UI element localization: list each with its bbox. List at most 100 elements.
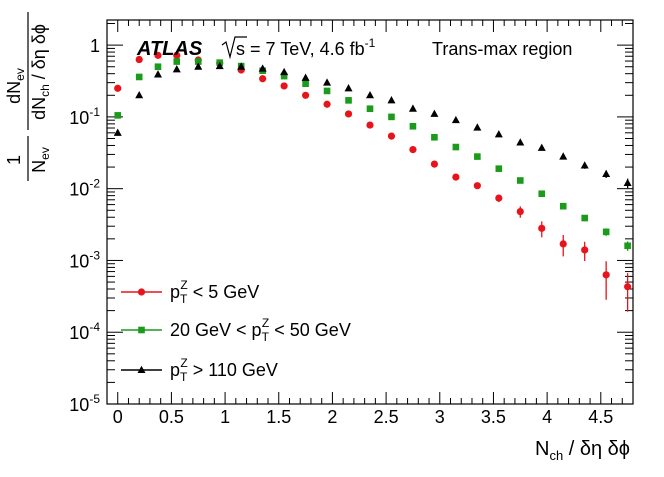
data-point [516,138,525,146]
x-axis-tick-labels: 0 0.5 1 1.5 2 2.5 3 3.5 4 4.5 [113,407,614,427]
data-point [135,73,143,81]
y-tick-label: 10-5 [69,392,100,415]
data-point [302,80,309,88]
data-point [451,115,460,124]
data-point [452,173,460,181]
data-point [280,82,288,90]
data-point [114,112,122,119]
data-point [344,84,353,92]
y-tick-label: 1 [90,36,100,56]
data-point [113,128,122,136]
data-point [474,153,481,160]
x-tick-label: 1.5 [266,407,291,427]
data-point [135,90,144,99]
data-point [194,62,203,70]
x-tick-label: 2 [327,407,337,427]
data-point [408,104,417,112]
data-point [172,65,181,73]
data-point [344,110,353,118]
y-tick-label: 10-3 [69,248,100,271]
data-point [215,61,224,70]
data-point [366,105,374,113]
region-label: Trans-max region [432,39,572,59]
series-triangle [113,61,632,189]
data-point [154,63,162,71]
data-point [366,90,374,99]
data-point [495,165,503,172]
data-point [194,58,202,65]
data-point [366,121,374,129]
data-point [409,122,417,130]
data-point [624,242,631,250]
y-axis-tick-labels: 1 10-1 10-2 10-3 10-4 10-5 [69,36,100,415]
y-title-one: 1 [4,155,24,165]
y-tick-label: 10-1 [69,105,100,128]
data-point [114,84,122,92]
data-point [473,123,482,131]
data-point [559,240,567,248]
data-point [409,146,417,154]
x-tick-label: 3.5 [481,407,506,427]
plot-frame [106,19,634,405]
x-tick-label: 3 [435,407,445,427]
legend-marker [137,288,146,296]
data-point [280,67,289,76]
data-point [173,58,181,65]
data-points [113,51,632,312]
legend-label: 20 GeV < pTZ < 50 GeV [170,316,351,344]
energy-text: s = 7 TeV, 4.6 fb-1 [236,36,376,59]
data-point [323,100,331,108]
data-point [559,202,567,210]
x-tick-label: 0.5 [159,407,184,427]
data-point [323,87,331,95]
data-point [388,113,395,121]
data-point [602,228,610,236]
x-tick-label: 0 [113,407,123,427]
data-point [135,55,143,64]
y-title-nev: Nev [29,147,52,173]
x-axis-ticks [117,20,623,404]
data-point [258,64,267,72]
data-point [623,178,632,186]
legend-marker [138,326,145,334]
data-point [624,283,632,291]
data-point [301,91,310,99]
series-circle [114,51,632,312]
data-point [494,130,503,138]
y-axis-ticks [107,23,633,405]
data-point [538,224,546,232]
data-point [516,177,524,184]
data-point [280,72,288,80]
data-point [495,194,503,202]
data-point [452,143,460,151]
data-point [259,75,267,83]
data-point [387,132,396,140]
x-axis-title: Nch / δη δϕ [535,438,630,463]
series-square [114,58,631,251]
data-point [431,133,438,141]
y-title-dnev: dNev [4,68,27,104]
legend: pTZ < 5 GeV 20 GeV < pTZ < 50 GeV pTZ > 11… [121,278,351,384]
data-point [430,160,439,168]
data-point [237,62,246,70]
legend-marker [137,365,146,373]
data-point [602,271,610,279]
x-tick-label: 4 [542,407,552,427]
data-point [538,190,546,198]
experiment-label: ATLAS [136,38,203,60]
data-point [301,73,310,81]
data-point [516,207,524,216]
data-point [345,97,352,104]
x-tick-label: 1 [220,407,230,427]
x-tick-label: 2.5 [374,407,399,427]
data-point [153,70,162,78]
y-title-dnch: dNch / δη δϕ [29,24,52,120]
y-tick-label: 10-2 [69,177,100,200]
data-point [473,182,481,190]
y-tick-label: 10-4 [69,320,100,343]
data-point [430,109,439,117]
x-tick-label: 4.5 [588,407,613,427]
data-point [581,246,589,254]
data-point [387,96,396,104]
data-point [173,51,181,59]
